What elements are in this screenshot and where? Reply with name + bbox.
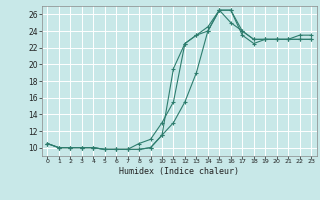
X-axis label: Humidex (Indice chaleur): Humidex (Indice chaleur): [119, 167, 239, 176]
